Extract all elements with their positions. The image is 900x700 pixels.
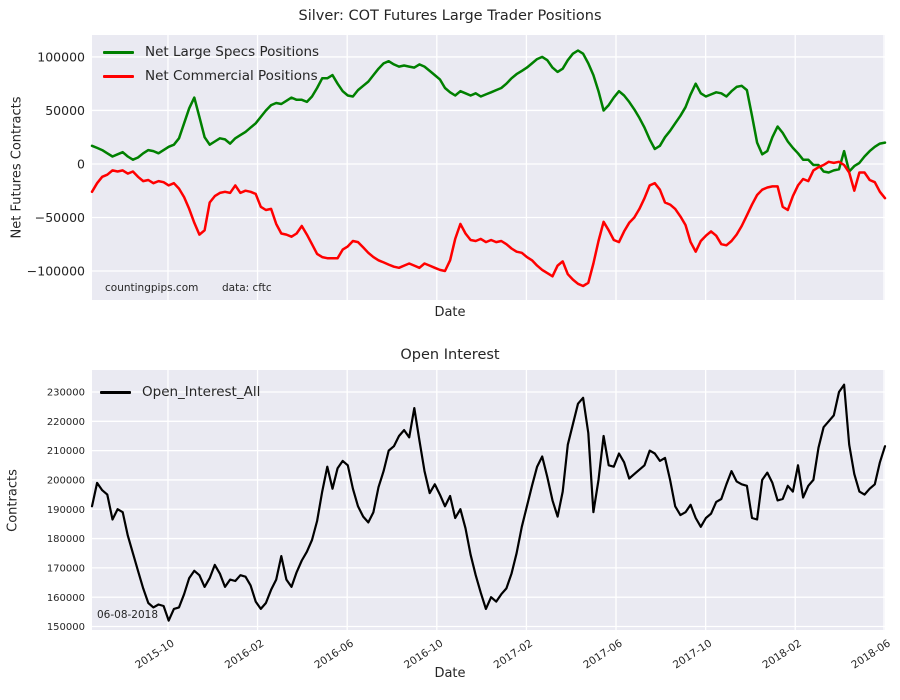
svg-text:−50000: −50000 [35,210,85,225]
svg-text:230000: 230000 [47,388,85,399]
open-interest-line-swatch [100,390,131,394]
cot-chart-title: Silver: COT Futures Large Trader Positio… [298,8,602,24]
legend-item-commercials: Net Commercial Positions [103,64,319,88]
legend-item-open-interest: Open_Interest_All [100,380,260,404]
open-interest-legend: Open_Interest_All [100,380,260,404]
cot-positions-plot: 100000 50000 0 −50000 −100000 [27,35,887,300]
svg-text:220000: 220000 [47,417,85,428]
svg-text:50000: 50000 [45,103,85,118]
open-interest-plot: 2015-10 2016-02 2016-06 2016-10 2017-02 2017-… [47,370,893,671]
open-interest-legend-label: Open_Interest_All [142,384,261,400]
open-interest-chart-title: Open Interest [400,347,500,363]
cot-ylabel: Net Futures Contracts [9,96,25,239]
svg-text:180000: 180000 [47,534,85,545]
svg-text:0: 0 [77,156,85,171]
svg-text:−100000: −100000 [27,263,85,278]
last-date-annotation: 06-08-2018 [97,609,159,621]
large-specs-legend-label: Net Large Specs Positions [145,44,320,60]
open-interest-xlabel: Date [434,666,466,681]
svg-text:100000: 100000 [37,49,85,64]
svg-text:170000: 170000 [47,563,85,574]
svg-text:210000: 210000 [47,446,85,457]
svg-text:150000: 150000 [47,622,85,633]
cot-legend: Net Large Specs Positions Net Commercial… [103,40,319,88]
legend-item-large-specs: Net Large Specs Positions [103,40,319,64]
large-specs-line-swatch [103,50,134,54]
data-source-text: data: cftc [222,282,272,294]
commercials-legend-label: Net Commercial Positions [145,68,318,84]
watermark-text: countingpips.com [105,282,199,294]
svg-text:160000: 160000 [47,593,85,604]
svg-text:200000: 200000 [47,476,85,487]
cot-xlabel: Date [434,305,466,320]
svg-text:190000: 190000 [47,505,85,516]
open-interest-ylabel: Contracts [5,469,21,532]
commercials-line-swatch [103,74,134,78]
